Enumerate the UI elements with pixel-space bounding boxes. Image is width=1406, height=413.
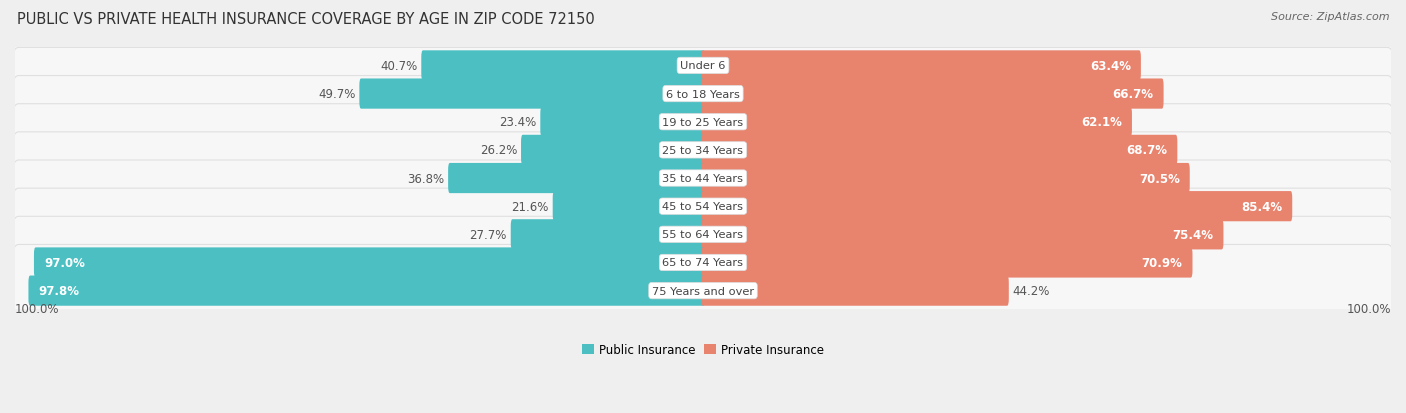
Text: 27.7%: 27.7% xyxy=(470,228,508,241)
Text: PUBLIC VS PRIVATE HEALTH INSURANCE COVERAGE BY AGE IN ZIP CODE 72150: PUBLIC VS PRIVATE HEALTH INSURANCE COVER… xyxy=(17,12,595,27)
Text: 25 to 34 Years: 25 to 34 Years xyxy=(662,145,744,156)
FancyBboxPatch shape xyxy=(522,135,704,166)
Text: 49.7%: 49.7% xyxy=(318,88,356,101)
Text: Source: ZipAtlas.com: Source: ZipAtlas.com xyxy=(1271,12,1389,22)
Text: 55 to 64 Years: 55 to 64 Years xyxy=(662,230,744,240)
FancyBboxPatch shape xyxy=(28,276,704,306)
FancyBboxPatch shape xyxy=(702,107,1132,138)
FancyBboxPatch shape xyxy=(10,48,1396,140)
FancyBboxPatch shape xyxy=(10,217,1396,309)
Text: 100.0%: 100.0% xyxy=(1347,303,1391,316)
FancyBboxPatch shape xyxy=(10,133,1396,225)
Text: 65 to 74 Years: 65 to 74 Years xyxy=(662,258,744,268)
FancyBboxPatch shape xyxy=(510,220,704,250)
Text: 85.4%: 85.4% xyxy=(1241,200,1282,213)
FancyBboxPatch shape xyxy=(702,276,1008,306)
FancyBboxPatch shape xyxy=(553,192,704,222)
Text: 40.7%: 40.7% xyxy=(380,60,418,73)
FancyBboxPatch shape xyxy=(10,20,1396,112)
Text: 70.5%: 70.5% xyxy=(1139,172,1180,185)
FancyBboxPatch shape xyxy=(10,104,1396,197)
FancyBboxPatch shape xyxy=(10,76,1396,169)
Text: 68.7%: 68.7% xyxy=(1126,144,1167,157)
FancyBboxPatch shape xyxy=(702,192,1292,222)
Text: 44.2%: 44.2% xyxy=(1012,285,1050,297)
Text: 26.2%: 26.2% xyxy=(479,144,517,157)
Text: 97.8%: 97.8% xyxy=(38,285,79,297)
FancyBboxPatch shape xyxy=(702,79,1164,109)
Text: 45 to 54 Years: 45 to 54 Years xyxy=(662,202,744,212)
FancyBboxPatch shape xyxy=(449,164,704,194)
Legend: Public Insurance, Private Insurance: Public Insurance, Private Insurance xyxy=(578,338,828,361)
Text: 21.6%: 21.6% xyxy=(512,200,548,213)
FancyBboxPatch shape xyxy=(34,248,704,278)
Text: 35 to 44 Years: 35 to 44 Years xyxy=(662,173,744,184)
FancyBboxPatch shape xyxy=(702,248,1192,278)
FancyBboxPatch shape xyxy=(702,135,1177,166)
Text: 75 Years and over: 75 Years and over xyxy=(652,286,754,296)
Text: Under 6: Under 6 xyxy=(681,61,725,71)
Text: 66.7%: 66.7% xyxy=(1112,88,1154,101)
Text: 75.4%: 75.4% xyxy=(1173,228,1213,241)
FancyBboxPatch shape xyxy=(360,79,704,109)
Text: 19 to 25 Years: 19 to 25 Years xyxy=(662,117,744,128)
Text: 100.0%: 100.0% xyxy=(15,303,59,316)
FancyBboxPatch shape xyxy=(10,245,1396,337)
FancyBboxPatch shape xyxy=(10,161,1396,253)
Text: 6 to 18 Years: 6 to 18 Years xyxy=(666,89,740,100)
FancyBboxPatch shape xyxy=(10,189,1396,281)
Text: 62.1%: 62.1% xyxy=(1081,116,1122,129)
Text: 63.4%: 63.4% xyxy=(1090,60,1130,73)
FancyBboxPatch shape xyxy=(422,51,704,81)
FancyBboxPatch shape xyxy=(702,220,1223,250)
Text: 70.9%: 70.9% xyxy=(1142,256,1182,269)
Text: 23.4%: 23.4% xyxy=(499,116,537,129)
FancyBboxPatch shape xyxy=(540,107,704,138)
FancyBboxPatch shape xyxy=(702,51,1140,81)
Text: 36.8%: 36.8% xyxy=(408,172,444,185)
FancyBboxPatch shape xyxy=(702,164,1189,194)
Text: 97.0%: 97.0% xyxy=(44,256,84,269)
